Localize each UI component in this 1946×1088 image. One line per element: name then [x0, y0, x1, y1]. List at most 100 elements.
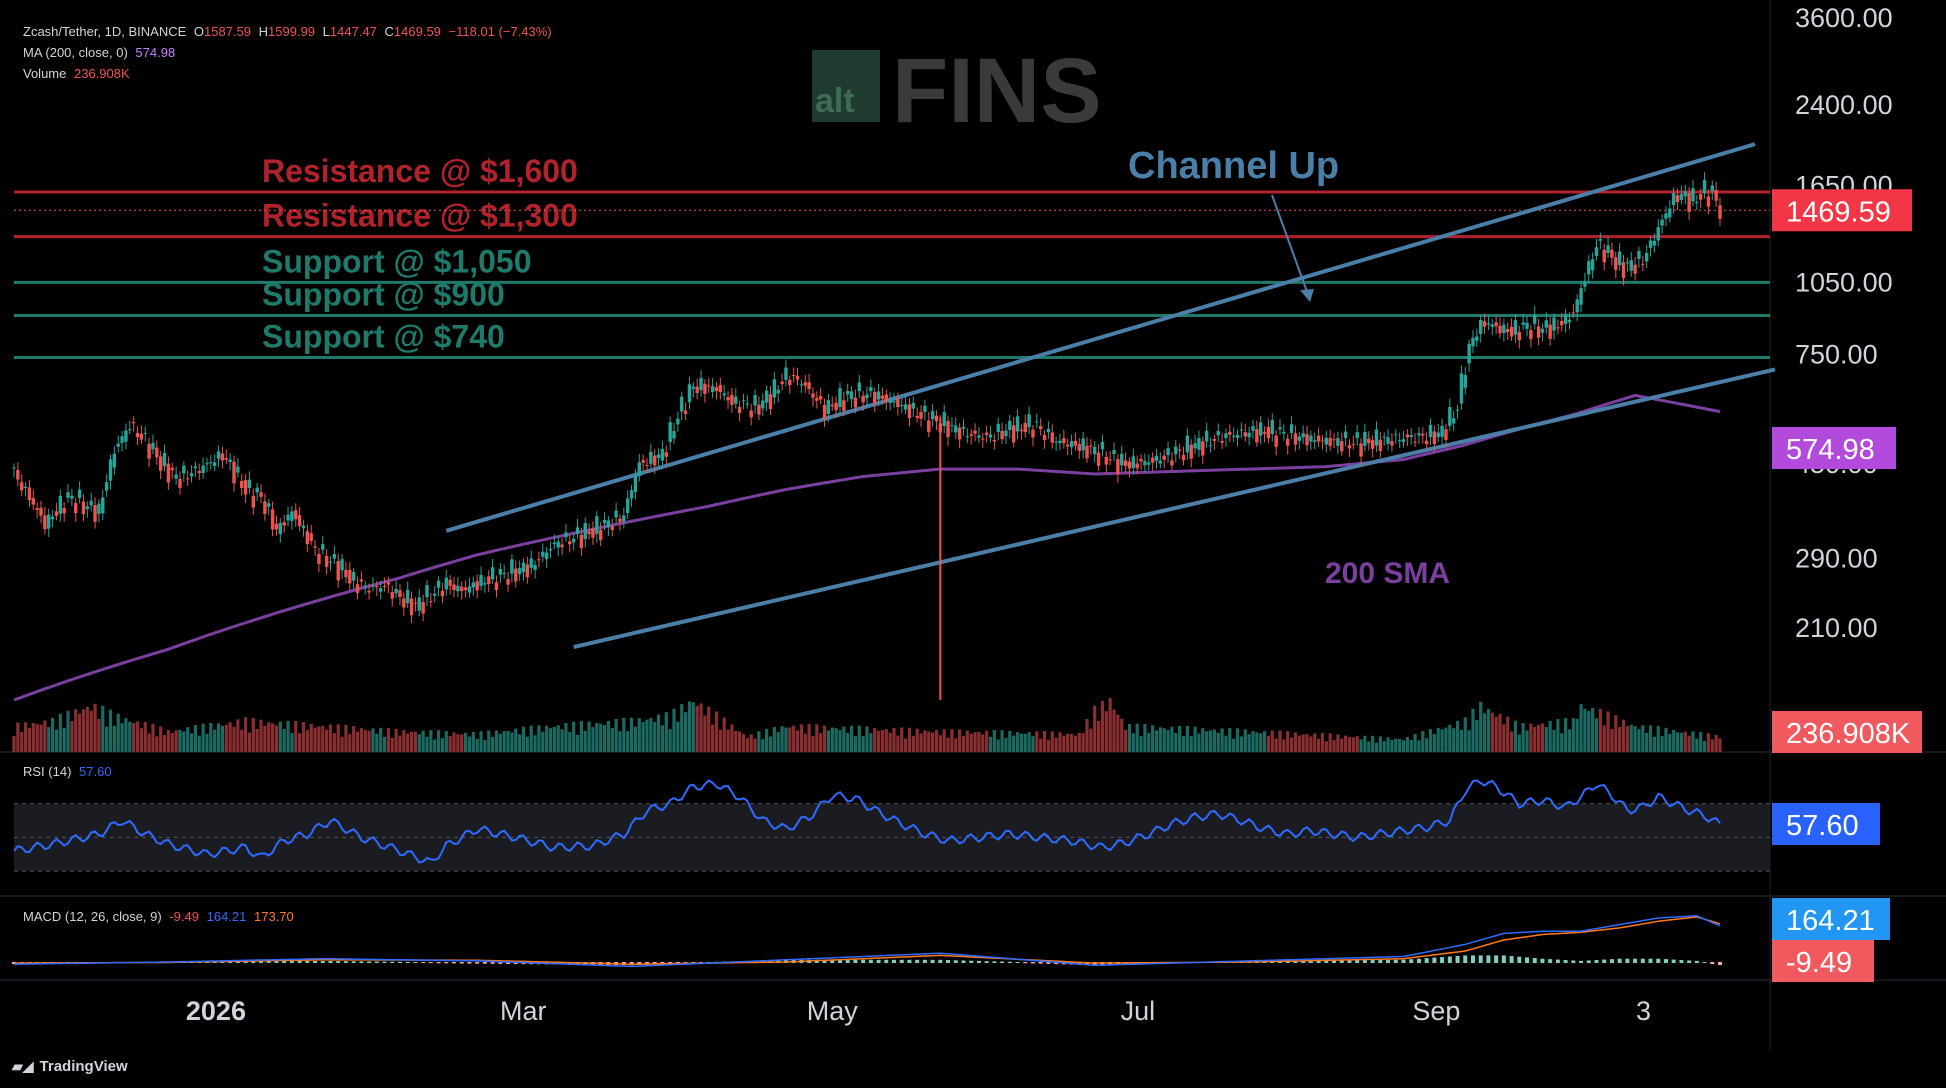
x-tick-label: Mar: [500, 996, 547, 1026]
volume-bar: [1440, 729, 1444, 752]
volume-bar: [1151, 725, 1155, 752]
candle-body: [676, 418, 680, 425]
candle-body: [27, 487, 32, 501]
volume-bar: [992, 730, 996, 752]
volume-bar: [722, 717, 726, 752]
volume-bar: [510, 732, 514, 752]
candle-body: [305, 531, 310, 545]
candle-body: [1004, 430, 1008, 437]
volume-bar: [460, 734, 464, 752]
candle-body: [452, 584, 456, 591]
volume-bar: [1571, 718, 1575, 752]
macd-hist-bar: [922, 959, 927, 963]
candle-body: [903, 404, 908, 410]
candle-body: [1671, 193, 1676, 206]
candle-body: [1548, 324, 1552, 339]
candle-body: [529, 558, 533, 568]
candle-body: [583, 523, 587, 539]
candle-body: [930, 411, 935, 420]
volume-bar: [1695, 738, 1699, 752]
rsi-legend[interactable]: RSI (14) 57.60: [23, 762, 116, 782]
y-tick-label: 2400.00: [1795, 90, 1893, 120]
volume-legend[interactable]: Volume 236.908K: [23, 64, 134, 84]
volume-bar: [352, 726, 356, 752]
macd-hist-bar: [1085, 962, 1090, 965]
volume-bar: [985, 730, 989, 752]
open-label: O: [193, 24, 205, 39]
macd-hist-bar: [1362, 960, 1367, 963]
volume-bar: [263, 725, 267, 752]
candle-body: [1710, 185, 1714, 192]
candle-body: [1085, 445, 1089, 459]
candle-body: [1367, 438, 1371, 444]
watermark-prefix: alt: [815, 82, 855, 120]
volume-bar: [1301, 734, 1305, 752]
candle-body: [1170, 460, 1174, 466]
volume-bar: [170, 733, 174, 752]
volume-bar: [436, 730, 441, 752]
candle-body: [1220, 440, 1224, 443]
volume-bar: [124, 718, 128, 752]
volume-bar: [452, 732, 456, 752]
volume-bar: [120, 723, 124, 752]
candle-body: [795, 376, 800, 380]
candle-body: [730, 394, 734, 405]
volume-bar: [1170, 726, 1174, 752]
level-label-1: Resistance @ $1,300: [262, 198, 578, 234]
candle-body: [834, 402, 838, 411]
candle-body: [1614, 257, 1618, 270]
volume-bar: [958, 729, 962, 752]
candle-body: [900, 405, 904, 407]
candle-body: [1239, 429, 1244, 431]
macd-hist-bar: [266, 961, 271, 963]
ma-legend[interactable]: MA (200, close, 0) 574.98: [23, 43, 179, 63]
volume-bar: [1239, 736, 1243, 752]
volume-bar: [707, 706, 711, 752]
candle-body: [1286, 438, 1290, 446]
candle-body: [371, 585, 375, 587]
candle-body: [1320, 440, 1325, 442]
candle-body: [1648, 240, 1653, 248]
candle-body: [440, 590, 445, 597]
candle-body: [324, 555, 329, 567]
candle-body: [1154, 455, 1159, 461]
volume-bar: [162, 735, 167, 752]
candle-body: [1432, 431, 1437, 445]
macd-hist-bar: [382, 961, 387, 963]
volume-bar: [1205, 731, 1209, 752]
rsi-band: [14, 803, 1770, 872]
candle-body: [1567, 319, 1572, 323]
candle-body: [587, 531, 591, 535]
candle-body: [876, 391, 881, 400]
volume-bar: [139, 728, 143, 752]
volume-bar: [1282, 739, 1286, 752]
macd-hist-bar: [405, 961, 410, 963]
macd-legend[interactable]: MACD (12, 26, close, 9) -9.49 164.21 173…: [23, 907, 298, 927]
candle-body: [1305, 434, 1309, 446]
volume-bar: [1320, 733, 1325, 752]
candle-body: [514, 568, 518, 582]
volume-bar: [1637, 729, 1641, 752]
tradingview-logo[interactable]: ▰◢ TradingView: [12, 1058, 128, 1075]
tradingview-icon: ▰◢: [12, 1058, 34, 1074]
candle-body: [479, 574, 483, 586]
candle-body: [656, 454, 661, 458]
volume-bar: [74, 709, 78, 752]
candle-body: [579, 534, 584, 548]
volume-bar: [108, 709, 113, 752]
volume-bar: [579, 721, 583, 752]
candle-body: [390, 592, 394, 599]
candle-body: [1517, 332, 1521, 341]
candle-body: [714, 387, 719, 391]
candle-body: [1664, 213, 1668, 219]
candle-body: [85, 506, 90, 510]
volume-bar: [1139, 736, 1143, 752]
candle-body: [155, 447, 159, 458]
symbol-label[interactable]: Zcash/Tether, 1D, BINANCE: [23, 24, 187, 39]
volume-bar: [1378, 736, 1382, 752]
volume-bar: [1181, 736, 1186, 752]
volume-bar: [1185, 725, 1189, 752]
macd-hist-bar: [961, 960, 966, 963]
macd-hist-bar: [953, 960, 958, 963]
